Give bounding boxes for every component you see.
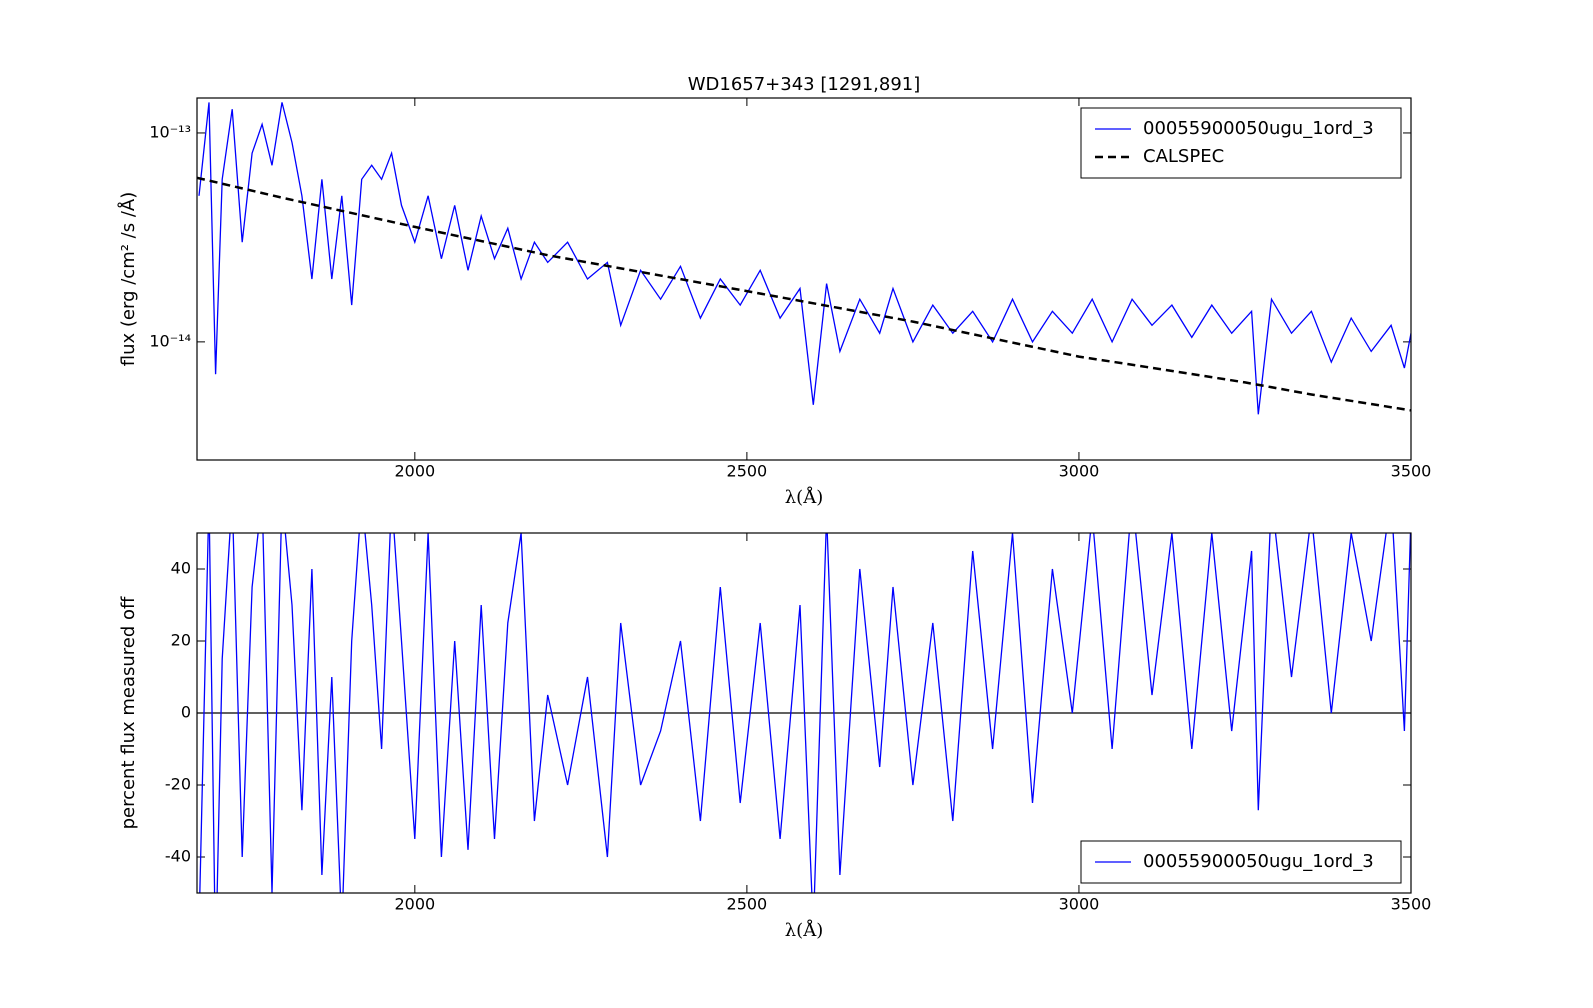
x-tick-label: 2500: [727, 895, 768, 914]
plot-frame: [196, 97, 1412, 461]
y-axis-label: flux (erg /cm² /s /Å): [117, 192, 139, 366]
legend-label: 00055900050ugu_1ord_3: [1143, 851, 1374, 872]
y-tick-label: 10⁻¹⁴: [149, 331, 191, 350]
legend-box: [1080, 107, 1402, 179]
y-tick-label: -20: [165, 775, 191, 794]
chart-title: WD1657+343 [1291,891]: [688, 74, 921, 95]
x-tick-label: 3500: [1391, 462, 1432, 481]
x-tick-label: 2500: [727, 462, 768, 481]
x-tick-label: 3000: [1059, 895, 1100, 914]
legend-box: [1080, 840, 1402, 884]
y-axis-label: percent flux measured off: [118, 596, 139, 829]
y-tick-label: 20: [171, 631, 191, 650]
plot-frame: [196, 532, 1412, 894]
legend-label: CALSPEC: [1143, 146, 1224, 167]
x-tick-label: 3500: [1391, 895, 1432, 914]
series-line: [198, 102, 1411, 415]
series-line: [197, 176, 1411, 412]
legend-label: 00055900050ugu_1ord_3: [1143, 118, 1374, 139]
y-tick-label: 40: [171, 559, 191, 578]
x-axis-label: λ(Å): [785, 486, 823, 508]
y-tick-label: 0: [181, 703, 191, 722]
y-tick-label: -40: [165, 847, 191, 866]
y-tick-label: 10⁻¹³: [149, 122, 191, 141]
x-tick-label: 2000: [394, 895, 435, 914]
x-tick-label: 3000: [1059, 462, 1100, 481]
x-tick-label: 2000: [394, 462, 435, 481]
x-axis-label: λ(Å): [785, 919, 823, 941]
series-line: [199, 533, 1411, 893]
